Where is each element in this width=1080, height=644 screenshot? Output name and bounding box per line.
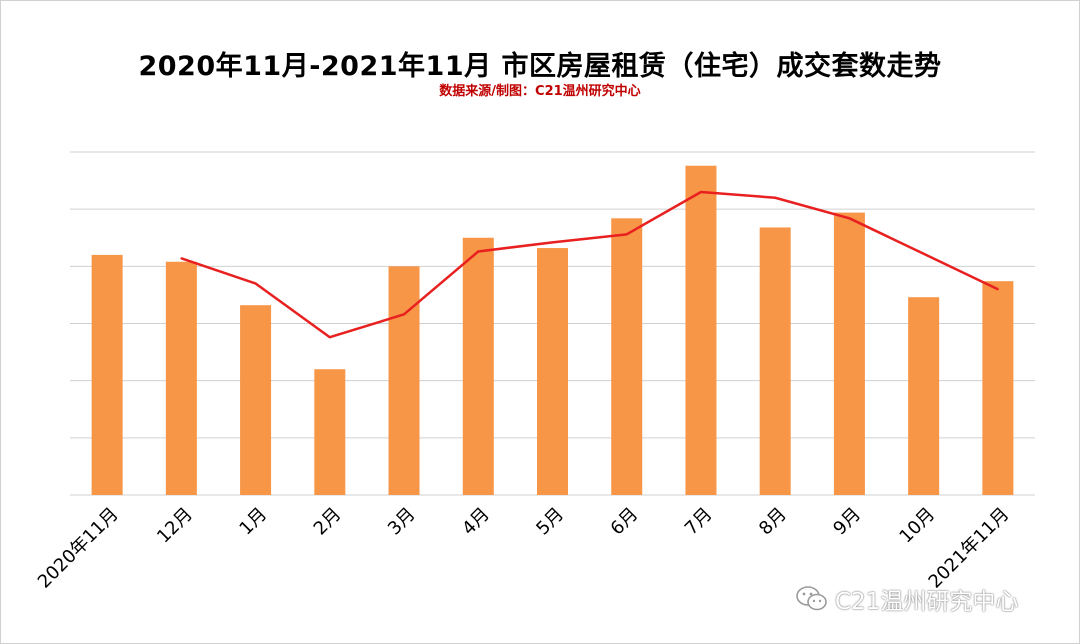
x-tick-label: 1月: [235, 504, 271, 540]
x-tick-label: 5月: [532, 504, 568, 540]
chart-title: 2020年11月-2021年11月 市区房屋租赁（住宅）成交套数走势: [138, 51, 942, 82]
bar-series: [91, 165, 1014, 495]
x-tick-label: 2021年11月: [925, 504, 1014, 593]
bar: [537, 248, 568, 495]
line-point: [403, 313, 406, 316]
bar: [165, 261, 197, 495]
bar: [759, 227, 791, 495]
line-point: [625, 233, 628, 236]
line-point: [180, 257, 183, 260]
line-point: [477, 250, 480, 253]
bar: [462, 237, 494, 495]
bar: [833, 212, 865, 495]
bar: [908, 297, 940, 495]
line-point: [848, 217, 851, 220]
bar: [240, 305, 272, 495]
x-tick-label: 9月: [829, 504, 865, 540]
x-tick-label: 12月: [153, 504, 197, 548]
line-point: [254, 282, 257, 285]
line-series: [180, 190, 999, 339]
bar: [611, 218, 643, 495]
chart-subtitle: 数据来源/制图：C21温州研究中心: [439, 84, 641, 99]
wechat-icon: [796, 586, 827, 611]
bar: [91, 254, 123, 495]
x-tick-label: 7月: [681, 504, 717, 540]
x-tick-label: 2020年11月: [34, 504, 123, 593]
x-tick-label: 10月: [895, 504, 939, 548]
bar: [982, 281, 1014, 495]
x-tick-label: 4月: [458, 504, 494, 540]
x-tick-label: 6月: [607, 504, 643, 540]
x-tick-label: 3月: [384, 504, 420, 540]
trend-line: [180, 190, 999, 339]
line-point: [699, 191, 702, 194]
x-tick-label: 2月: [310, 504, 346, 540]
bar: [685, 165, 717, 495]
line-point: [328, 336, 331, 339]
x-tick-label: 8月: [755, 504, 791, 540]
bar: [314, 369, 346, 495]
watermark-text: C21温州研究中心: [835, 589, 1019, 615]
watermark: C21温州研究中心: [795, 582, 1018, 616]
line-point: [922, 252, 925, 255]
line-point: [996, 288, 999, 291]
bar: [388, 266, 420, 495]
line-point: [551, 241, 554, 244]
line-point: [774, 196, 777, 199]
